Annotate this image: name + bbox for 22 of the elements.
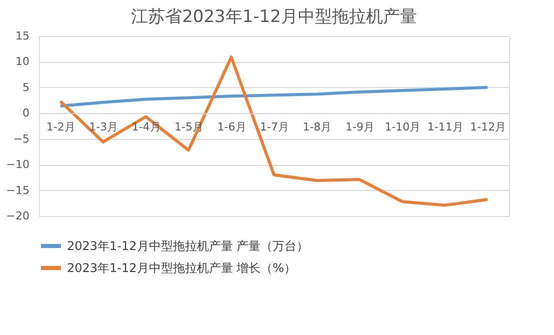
legend-label: 2023年1-12月中型拖拉机产量 产量（万台） [67, 239, 309, 253]
x-tick-label: 1-3月 [89, 120, 118, 134]
y-tick-label: −5 [13, 132, 30, 146]
x-tick-label: 1-12月 [470, 120, 506, 134]
chart-title: 江苏省2023年1-12月中型拖拉机产量 [131, 7, 417, 27]
y-tick-label: 10 [16, 55, 30, 68]
x-tick-label: 1-10月 [384, 120, 421, 134]
y-tick-label: −15 [6, 184, 30, 197]
y-tick-label: −10 [6, 158, 30, 172]
x-tick-label: 1-8月 [302, 120, 332, 134]
x-tick-label: 1-9月 [345, 120, 374, 134]
x-tick-label: 1-4月 [132, 120, 161, 134]
legend-label: 2023年1-12月中型拖拉机产量 增长（%） [67, 261, 296, 275]
x-tick-label: 1-6月 [217, 120, 246, 134]
y-tick-label: −20 [6, 210, 30, 222]
x-tick-label: 1-7月 [260, 120, 289, 134]
x-tick-label: 1-11月 [427, 120, 464, 134]
y-tick-label: 15 [16, 30, 30, 42]
line-series [58, 86, 490, 108]
x-tick-label: 1-2月 [46, 120, 76, 134]
y-tick-label: 0 [22, 106, 30, 120]
y-tick-label: 5 [22, 80, 30, 94]
